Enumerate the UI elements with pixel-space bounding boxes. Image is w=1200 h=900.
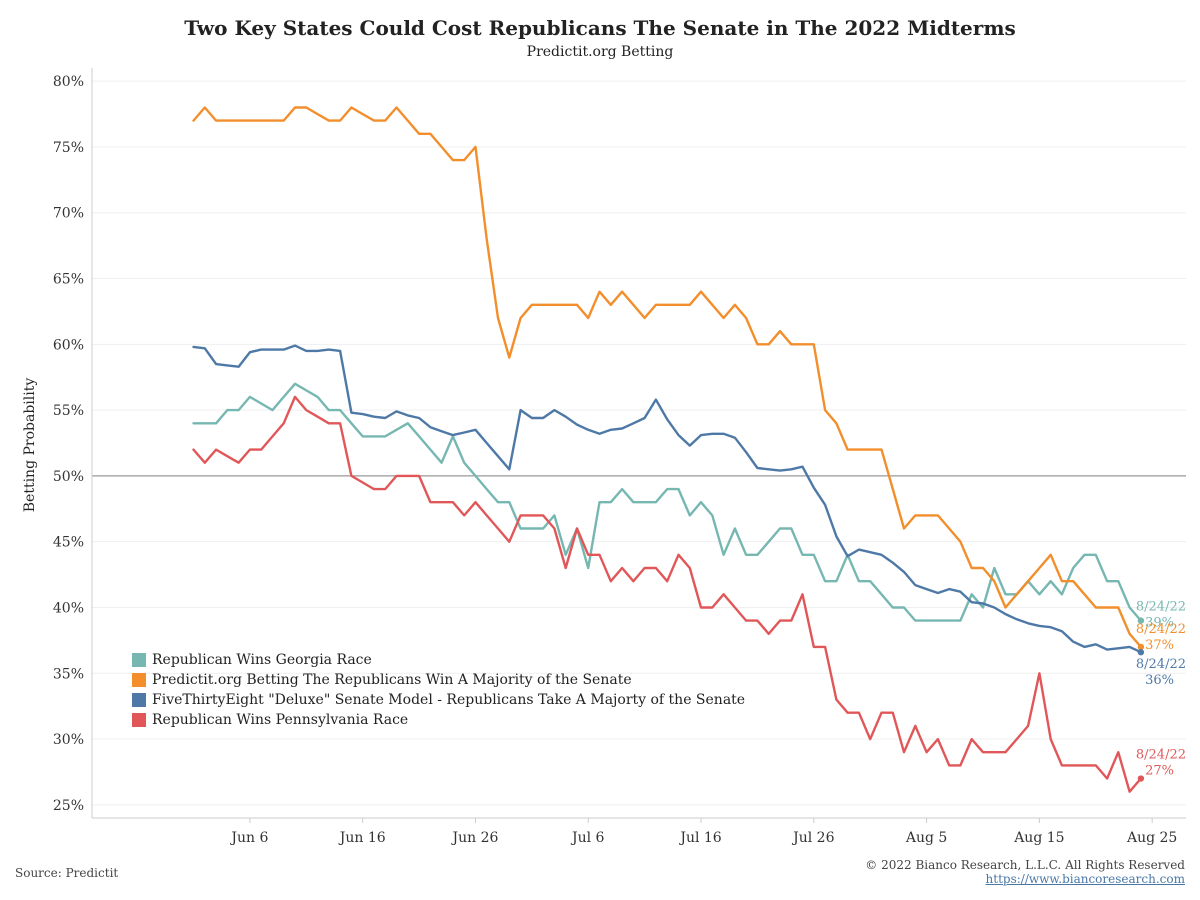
y-tick-label: 40% xyxy=(53,600,84,616)
y-tick-label: 30% xyxy=(53,732,84,748)
y-tick-label: 80% xyxy=(53,74,84,90)
legend-item-predictit-senate: Predictit.org Betting The Republicans Wi… xyxy=(132,670,745,690)
x-tick-label: Jun 16 xyxy=(338,830,386,846)
y-tick-label: 50% xyxy=(53,469,84,485)
end-point-georgia xyxy=(1137,617,1145,624)
legend-item-pennsylvania: Republican Wins Pennsylvania Race xyxy=(132,710,745,730)
end-label-date: 8/24/22 xyxy=(1136,657,1186,672)
x-tick-label: Aug 5 xyxy=(905,830,947,846)
end-label-date: 8/24/22 xyxy=(1136,600,1186,615)
series-line-538-senate xyxy=(192,344,1143,654)
copyright-note: © 2022 Bianco Research, L.L.C. All Right… xyxy=(865,858,1185,872)
legend-label: Republican Wins Georgia Race xyxy=(152,652,372,668)
chart-title: Two Key States Could Cost Republicans Th… xyxy=(184,16,1016,40)
series-line-predictit-senate xyxy=(192,106,1143,649)
x-tick-label: Jul 16 xyxy=(678,830,721,846)
end-label-date: 8/24/22 xyxy=(1136,622,1186,637)
end-label-value: 36% xyxy=(1145,673,1174,688)
legend-label: FiveThirtyEight "Deluxe" Senate Model - … xyxy=(152,692,746,708)
end-label-value: 39% xyxy=(1145,616,1174,631)
legend-swatch xyxy=(132,673,146,687)
legend-item-538-senate: FiveThirtyEight "Deluxe" Senate Model - … xyxy=(132,690,745,710)
x-tick-label: Jul 26 xyxy=(791,830,834,846)
end-point-538-senate xyxy=(1137,649,1145,656)
series-line-pennsylvania xyxy=(192,395,1143,793)
x-tick-label: Jul 6 xyxy=(570,830,605,846)
legend-swatch xyxy=(132,653,146,667)
end-label-date: 8/24/22 xyxy=(1136,748,1186,763)
x-tick-label: Jun 26 xyxy=(451,830,499,846)
gridlines xyxy=(92,80,1186,806)
website-link[interactable]: https://www.biancoresearch.com xyxy=(985,872,1185,886)
end-label-value: 27% xyxy=(1145,764,1174,779)
axes: 25% 30% 35% 40% 45% 50% 55% 60% 65% 70% 75% 80% Jun … xyxy=(53,68,1186,846)
y-tick-label: 25% xyxy=(53,798,84,814)
x-tick-label: Aug 15 xyxy=(1013,830,1064,846)
legend-item-georgia: Republican Wins Georgia Race xyxy=(132,650,745,670)
source-note: Source: Predictit xyxy=(15,866,119,880)
y-tick-label: 65% xyxy=(53,272,84,288)
end-label-value: 37% xyxy=(1145,638,1174,653)
y-axis-label: Betting Probability xyxy=(22,378,38,513)
y-tick-label: 45% xyxy=(53,535,84,551)
legend-label: Predictit.org Betting The Republicans Wi… xyxy=(152,672,632,688)
x-tick-label: Jun 6 xyxy=(229,830,268,846)
end-point-predictit-senate xyxy=(1137,643,1145,651)
legend-swatch xyxy=(132,693,146,707)
legend-label: Republican Wins Pennsylvania Race xyxy=(152,712,409,728)
legend-swatch xyxy=(132,713,146,727)
y-tick-label: 35% xyxy=(53,666,84,682)
y-tick-label: 60% xyxy=(53,337,84,353)
chart-subtitle: Predictit.org Betting xyxy=(526,44,674,60)
end-point-pennsylvania xyxy=(1137,775,1145,782)
y-tick-label: 70% xyxy=(53,206,84,222)
y-tick-label: 55% xyxy=(53,403,84,419)
series-line-georgia xyxy=(192,382,1143,622)
y-tick-label: 75% xyxy=(53,140,84,156)
x-tick-label: Aug 25 xyxy=(1126,830,1177,846)
legend: Republican Wins Georgia Race Predictit.o… xyxy=(132,650,745,730)
series-lines xyxy=(192,106,1145,793)
